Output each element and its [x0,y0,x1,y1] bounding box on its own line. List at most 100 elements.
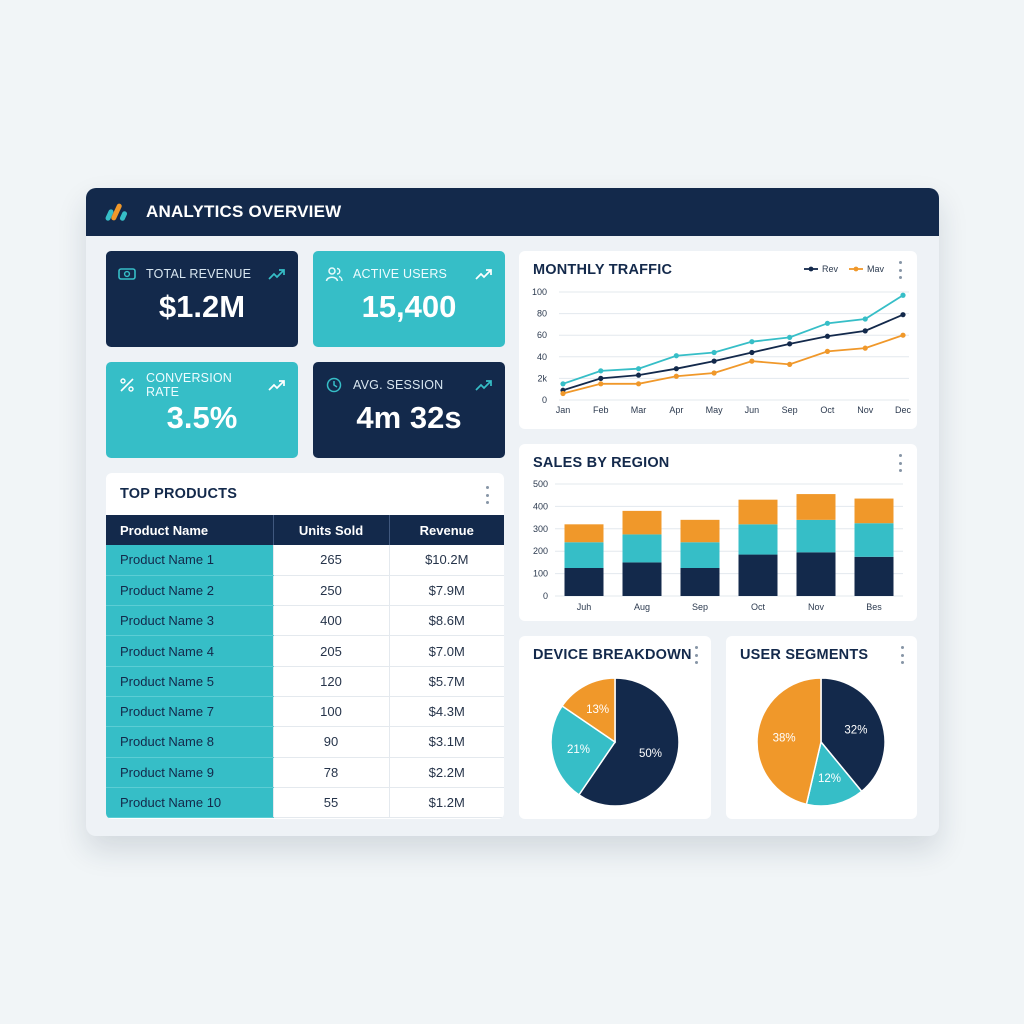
data-point[interactable] [635,366,642,372]
product-name-cell: Product Name 9 [106,757,274,788]
bar-segment[interactable] [796,519,836,553]
units-sold-cell: 55 [273,787,390,819]
data-point[interactable] [560,390,566,397]
x-tick-label: Apr [669,405,683,415]
app-title: ANALYTICS OVERVIEW [146,202,342,221]
data-point[interactable] [749,349,755,356]
bar-segment[interactable] [738,554,778,596]
bar-segment[interactable] [854,498,894,524]
table-row[interactable]: Product Name 10 55 $1.2M [106,787,504,819]
kpi-avg-session[interactable]: AVG. SESSION 4m 32s [313,362,505,458]
series-line [562,294,904,385]
bar-segment[interactable] [854,556,894,596]
data-point[interactable] [900,292,906,298]
revenue-cell: $2.2M [389,757,504,788]
more-options-icon[interactable] [897,261,903,279]
units-sold-cell: 400 [273,605,390,637]
data-point[interactable] [824,348,831,354]
data-point[interactable] [598,381,604,387]
kpi-active-users[interactable]: ACTIVE USERS 15,400 [313,251,505,347]
bar-segment[interactable] [622,510,662,535]
pie-slice[interactable] [805,740,863,807]
bar-segment[interactable] [622,534,662,563]
data-point[interactable] [673,373,679,379]
data-point[interactable] [635,372,642,378]
data-point[interactable] [862,328,868,334]
bar-segment[interactable] [680,519,720,543]
data-point[interactable] [749,358,755,364]
y-tick-label: 40 [537,352,547,362]
data-point[interactable] [824,333,831,339]
pie-slice[interactable] [550,704,617,796]
legend-label: Rev [822,264,839,274]
more-options-icon[interactable] [897,454,903,472]
data-point[interactable] [598,368,604,374]
top-products-card: TOP PRODUCTS Product Name Units Sold Rev… [106,473,504,819]
revenue-cell: $10.2M [389,545,504,576]
pie-slice[interactable] [820,677,886,793]
trend-up-icon [268,378,286,392]
table-row[interactable]: Product Name 5 120 $5.7M [106,666,504,697]
bar-segment[interactable] [564,542,604,568]
data-point[interactable] [862,316,868,322]
kpi-conversion-rate[interactable]: CONVERSION RATE 3.5% [106,362,298,458]
x-tick-label: Mar [631,405,647,415]
x-tick-label: May [706,405,724,415]
bar-segment[interactable] [564,524,604,543]
kpi-value: 4m 32s [356,400,462,435]
series-line [562,313,904,392]
data-point[interactable] [824,320,831,326]
bar-segment[interactable] [622,562,662,596]
kpi-total-revenue[interactable]: TOTAL REVENUE $1.2M [106,251,298,347]
more-options-icon[interactable] [484,486,490,504]
data-point[interactable] [560,381,566,387]
pie-slice[interactable] [756,677,822,806]
column-header[interactable]: Product Name [106,515,274,545]
data-point[interactable] [711,370,717,376]
data-point[interactable] [787,341,793,347]
table-row[interactable]: Product Name 1 265 $10.2M [106,545,504,576]
pie-slice[interactable] [561,677,616,744]
x-tick-label: Nov [857,405,874,415]
table-row[interactable]: Product Name 2 250 $7.9M [106,575,504,607]
data-point[interactable] [635,381,642,387]
data-point[interactable] [787,361,793,367]
bar-segment[interactable] [796,494,836,520]
pie-slice[interactable] [577,677,680,807]
table-row[interactable]: Product Name 3 400 $8.6M [106,605,504,637]
bar-segment[interactable] [796,552,836,596]
y-tick-label: 80 [537,309,547,319]
bar-segment[interactable] [738,524,778,555]
percent-icon [118,376,136,394]
table-row[interactable]: Product Name 4 205 $7.0M [106,635,504,667]
bar-segment[interactable] [738,499,778,525]
data-point[interactable] [862,345,868,351]
data-point[interactable] [711,358,717,364]
x-tick-label: Sep [782,405,798,415]
bar-segment[interactable] [564,568,604,596]
data-point[interactable] [673,366,679,372]
table-row[interactable]: Product Name 8 90 $3.1M [106,726,504,758]
bar-segment[interactable] [680,542,720,568]
y-tick-label: 60 [537,330,547,340]
units-sold-cell: 120 [273,666,390,697]
column-header[interactable]: Units Sold [273,515,390,545]
dashboard-window: ANALYTICS OVERVIEW TOTAL REVENUE $1.2M A… [86,188,939,836]
data-point[interactable] [711,349,717,356]
table-row[interactable]: Product Name 7 100 $4.3M [106,696,504,728]
more-options-icon[interactable] [899,646,905,664]
data-point[interactable] [787,334,793,340]
more-options-icon[interactable] [693,646,699,664]
data-point[interactable] [598,375,604,381]
units-sold-cell: 100 [273,696,390,728]
bar-segment[interactable] [854,523,894,557]
product-name-cell: Product Name 2 [106,575,274,607]
table-row[interactable]: Product Name 9 78 $2.2M [106,757,504,788]
bar-segment[interactable] [680,568,720,596]
data-point[interactable] [673,353,679,359]
column-header[interactable]: Revenue [389,515,504,545]
data-point[interactable] [900,312,906,318]
data-point[interactable] [900,332,906,338]
data-point[interactable] [749,339,755,345]
slice-label: 50% [639,748,662,760]
